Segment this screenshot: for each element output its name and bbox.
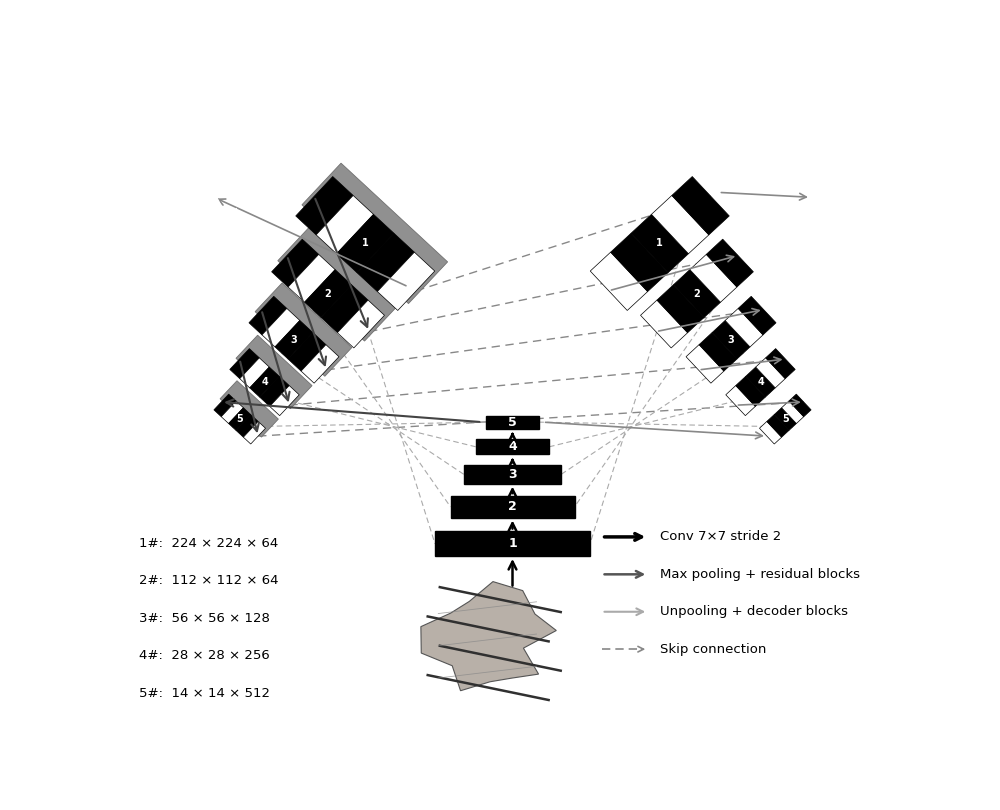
FancyBboxPatch shape — [450, 496, 574, 518]
Polygon shape — [220, 381, 278, 437]
Text: 1: 1 — [362, 238, 369, 249]
Polygon shape — [789, 394, 811, 416]
Polygon shape — [782, 401, 804, 424]
Text: 2#:  112 × 112 × 64: 2#: 112 × 112 × 64 — [139, 574, 278, 587]
Text: 5: 5 — [508, 416, 517, 428]
Polygon shape — [296, 177, 353, 235]
Polygon shape — [774, 407, 796, 430]
Text: 3: 3 — [508, 468, 517, 481]
Text: 1#:  224 × 224 × 64: 1#: 224 × 224 × 64 — [139, 537, 278, 550]
Polygon shape — [278, 226, 397, 341]
Polygon shape — [221, 401, 243, 424]
Polygon shape — [767, 415, 789, 437]
Polygon shape — [305, 270, 352, 318]
Polygon shape — [611, 233, 668, 292]
Polygon shape — [746, 367, 775, 397]
Polygon shape — [736, 377, 765, 407]
Polygon shape — [243, 421, 266, 444]
Text: 3#:  56 × 56 × 128: 3#: 56 × 56 × 128 — [139, 612, 270, 625]
Polygon shape — [706, 239, 753, 287]
Polygon shape — [766, 348, 795, 378]
Polygon shape — [272, 239, 319, 287]
Polygon shape — [725, 309, 763, 347]
FancyBboxPatch shape — [476, 439, 549, 454]
Polygon shape — [270, 386, 299, 416]
Polygon shape — [236, 335, 312, 409]
Polygon shape — [301, 344, 339, 383]
Polygon shape — [712, 321, 750, 359]
Polygon shape — [590, 252, 648, 310]
Polygon shape — [377, 252, 435, 310]
Polygon shape — [673, 270, 720, 318]
Polygon shape — [756, 358, 785, 388]
Text: 1: 1 — [656, 238, 663, 249]
Polygon shape — [230, 348, 259, 378]
Polygon shape — [214, 394, 236, 416]
Text: 2: 2 — [694, 288, 700, 299]
Polygon shape — [657, 285, 704, 333]
Text: Skip connection: Skip connection — [660, 642, 766, 655]
Polygon shape — [738, 296, 776, 335]
Polygon shape — [690, 254, 737, 302]
Polygon shape — [240, 358, 269, 388]
Polygon shape — [288, 254, 335, 302]
Polygon shape — [288, 333, 326, 371]
Polygon shape — [229, 407, 251, 430]
Text: 5#:  14 × 14 × 512: 5#: 14 × 14 × 512 — [139, 687, 270, 700]
FancyBboxPatch shape — [464, 465, 561, 484]
Polygon shape — [321, 285, 368, 333]
Polygon shape — [302, 163, 448, 304]
FancyBboxPatch shape — [486, 416, 539, 428]
Polygon shape — [759, 421, 782, 444]
Text: 3: 3 — [291, 335, 297, 345]
Polygon shape — [337, 300, 384, 348]
Text: 2: 2 — [508, 501, 517, 514]
Polygon shape — [686, 344, 724, 383]
Polygon shape — [337, 215, 394, 273]
Text: Conv 7×7 stride 2: Conv 7×7 stride 2 — [660, 531, 781, 544]
Polygon shape — [357, 233, 414, 292]
Text: 4: 4 — [508, 441, 517, 454]
Polygon shape — [631, 215, 688, 273]
Polygon shape — [316, 195, 374, 254]
Polygon shape — [726, 386, 755, 416]
Text: 2: 2 — [325, 288, 331, 299]
Polygon shape — [641, 300, 688, 348]
Text: 5: 5 — [236, 414, 243, 424]
Text: 4: 4 — [757, 377, 764, 387]
Polygon shape — [262, 309, 300, 347]
Text: 3: 3 — [728, 335, 734, 345]
Polygon shape — [250, 367, 279, 397]
Text: Max pooling + residual blocks: Max pooling + residual blocks — [660, 568, 860, 581]
Polygon shape — [275, 321, 313, 359]
Text: Unpooling + decoder blocks: Unpooling + decoder blocks — [660, 605, 848, 618]
Text: 4#:  28 × 28 × 256: 4#: 28 × 28 × 256 — [139, 649, 270, 662]
Polygon shape — [672, 177, 729, 235]
Polygon shape — [255, 283, 352, 377]
Text: 1: 1 — [508, 537, 517, 550]
Text: 4: 4 — [261, 377, 268, 387]
Polygon shape — [236, 415, 258, 437]
Polygon shape — [699, 333, 737, 371]
FancyBboxPatch shape — [435, 531, 590, 556]
Polygon shape — [651, 195, 709, 254]
Polygon shape — [249, 296, 287, 335]
Polygon shape — [260, 377, 289, 407]
Text: 5: 5 — [782, 414, 789, 424]
